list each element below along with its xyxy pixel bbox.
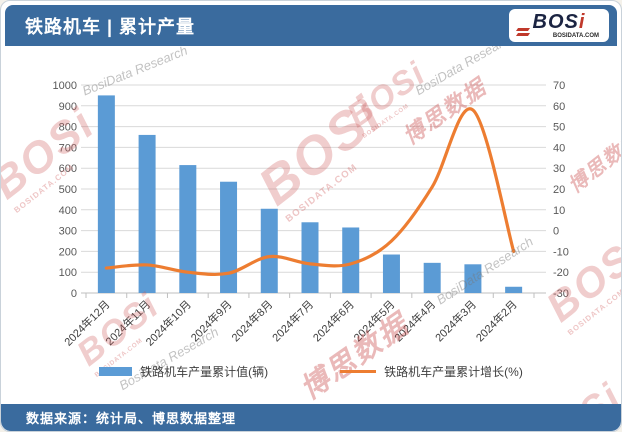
svg-text:20: 20 [553,184,565,196]
svg-text:700: 700 [59,142,77,154]
svg-text:500: 500 [59,184,77,196]
legend-label-line: 铁路机车产量累计增长(%) [384,365,523,379]
svg-text:2024年6月: 2024年6月 [310,297,357,344]
svg-text:900: 900 [59,101,77,113]
footer-bar: 数据来源：统计局、博思数据整理 [1,404,621,431]
bosi-logo: BOSi BOSIDATA.COM [509,9,609,42]
svg-text:-30: -30 [553,288,569,300]
svg-text:2024年9月: 2024年9月 [188,297,235,344]
logo-slash-icon [515,26,531,36]
svg-text:-20: -20 [553,267,569,279]
svg-text:0: 0 [71,288,77,300]
svg-text:300: 300 [59,226,77,238]
data-source-text: 数据来源：统计局、博思数据整理 [26,411,237,426]
svg-text:40: 40 [553,142,565,154]
svg-text:-10: -10 [553,246,569,258]
logo-text: BOSi [532,11,586,33]
header-bar: 铁路机车 | 累计产量 BOSi BOSIDATA.COM [5,5,617,46]
svg-text:600: 600 [59,163,77,175]
legend-swatch-line [340,370,377,373]
svg-text:70: 70 [553,80,565,92]
legend-label-bars: 铁路机车产量累计值(辆) [140,365,269,379]
page-title: 铁路机车 | 累计产量 [25,16,196,37]
svg-text:100: 100 [59,267,77,279]
svg-text:2024年5月: 2024年5月 [350,297,397,344]
svg-text:60: 60 [553,101,565,113]
svg-text:10: 10 [553,205,565,217]
chart-legend: 铁路机车产量累计值(辆) 铁路机车产量累计增长(%) [1,363,621,380]
svg-text:30: 30 [553,163,565,175]
svg-text:1000: 1000 [53,80,77,92]
svg-text:2024年4月: 2024年4月 [391,297,438,344]
legend-item-bars: 铁路机车产量累计值(辆) [99,363,268,380]
svg-text:200: 200 [59,246,77,258]
svg-text:0: 0 [553,226,559,238]
svg-text:2024年7月: 2024年7月 [269,297,316,344]
legend-swatch-bar [99,367,133,376]
svg-text:2024年3月: 2024年3月 [432,297,479,344]
svg-text:2024年8月: 2024年8月 [228,297,275,344]
svg-text:800: 800 [59,122,77,134]
svg-text:400: 400 [59,205,77,217]
legend-item-line: 铁路机车产量累计增长(%) [340,363,523,380]
svg-text:50: 50 [553,122,565,134]
svg-text:2024年2月: 2024年2月 [473,297,520,344]
logo-subtext: BOSIDATA.COM [552,33,599,39]
